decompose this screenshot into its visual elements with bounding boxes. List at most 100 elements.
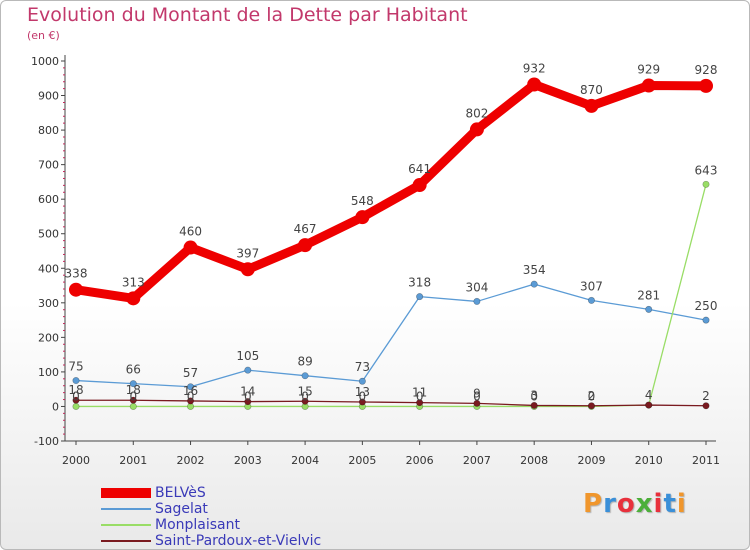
- data-label: 802: [465, 106, 488, 120]
- data-point: [298, 238, 313, 253]
- data-point: [244, 398, 252, 406]
- data-label: 929: [637, 63, 660, 77]
- data-point: [72, 377, 80, 385]
- data-label: 932: [523, 61, 546, 75]
- data-label: 0: [72, 389, 80, 403]
- data-point: [641, 78, 656, 93]
- data-label: 870: [580, 83, 603, 97]
- data-label: 13: [355, 385, 370, 399]
- data-label: 304: [465, 280, 488, 294]
- legend-label: Saint-Pardoux-et-Vielvic: [155, 533, 322, 549]
- data-point: [129, 380, 137, 388]
- data-label: 641: [408, 162, 431, 176]
- data-point: [244, 366, 252, 374]
- data-label: 18: [68, 383, 83, 397]
- logo-letter: o: [616, 489, 636, 519]
- data-label: 57: [183, 366, 198, 380]
- data-label: 9: [473, 386, 481, 400]
- legend-swatch: [101, 488, 151, 498]
- data-label: 318: [408, 276, 431, 290]
- data-point: [301, 397, 309, 405]
- proxiti-logo: Proxiti: [583, 489, 687, 519]
- legend-swatch: [101, 524, 151, 526]
- data-label: 16: [183, 384, 198, 398]
- data-label: 928: [695, 63, 718, 77]
- data-label: 75: [68, 360, 83, 374]
- data-label: 11: [412, 386, 427, 400]
- data-label: 73: [355, 360, 370, 374]
- data-point: [469, 122, 484, 137]
- logo-letter: x: [635, 489, 654, 519]
- data-point: [129, 402, 137, 410]
- data-point: [187, 397, 195, 405]
- logo-letter: i: [676, 489, 687, 519]
- y-tick-label: 800: [38, 124, 59, 137]
- legend-label: BELVèS: [155, 485, 206, 501]
- data-point: [530, 401, 538, 409]
- y-tick-label: 900: [38, 90, 59, 103]
- data-label: 0: [301, 389, 309, 403]
- y-tick-label: 100: [38, 366, 59, 379]
- x-tick-label: 2002: [177, 454, 205, 467]
- series-line-2: [75, 183, 707, 408]
- data-label: 548: [351, 194, 374, 208]
- data-point: [69, 282, 83, 297]
- data-label: 467: [294, 222, 317, 236]
- x-tick-label: 2005: [348, 454, 376, 467]
- x-tick-label: 2011: [692, 454, 720, 467]
- chart-subtitle: (en €): [27, 29, 60, 42]
- data-label: 0: [530, 389, 538, 403]
- y-tick-label: 500: [38, 228, 59, 241]
- data-point: [416, 399, 424, 407]
- logo-letter: t: [663, 489, 677, 519]
- series-line-0: [71, 79, 711, 303]
- x-tick-label: 2007: [463, 454, 491, 467]
- x-tick-label: 2010: [635, 454, 663, 467]
- data-label: 66: [126, 363, 141, 377]
- x-tick-label: 2001: [119, 454, 147, 467]
- x-tick-label: 2004: [291, 454, 319, 467]
- x-tick-label: 2009: [577, 454, 605, 467]
- y-tick-label: 200: [38, 331, 59, 344]
- data-point: [72, 396, 80, 404]
- data-point: [183, 240, 198, 255]
- data-label: 2: [702, 389, 710, 403]
- data-label: 397: [236, 246, 259, 260]
- x-tick-label: 2006: [406, 454, 434, 467]
- data-point: [702, 316, 710, 324]
- logo-letter: i: [653, 489, 664, 519]
- data-point: [473, 297, 481, 305]
- data-point: [355, 210, 370, 225]
- data-label: 460: [179, 225, 202, 239]
- data-point: [587, 402, 595, 410]
- legend: BELVèS Sagelat Monplaisant Saint-Pardoux-et…: [101, 485, 401, 549]
- y-tick-label: 0: [52, 400, 59, 413]
- data-label: 307: [580, 279, 603, 293]
- data-label: 4: [645, 388, 653, 402]
- legend-label: Monplaisant: [155, 517, 240, 533]
- logo-letter: P: [583, 489, 604, 519]
- data-label: 338: [65, 267, 88, 281]
- data-label: 0: [473, 389, 481, 403]
- data-label: 0: [359, 389, 367, 403]
- data-point: [702, 402, 710, 410]
- data-point: [126, 291, 141, 306]
- legend-swatch: [101, 540, 151, 542]
- data-label: 0: [416, 389, 424, 403]
- series-line-3: [75, 399, 707, 407]
- data-point: [301, 372, 309, 380]
- legend-label: Sagelat: [155, 501, 208, 517]
- legend-item: BELVèS: [101, 485, 401, 501]
- y-tick-label: 400: [38, 262, 59, 275]
- data-label: 105: [236, 349, 259, 363]
- data-point: [645, 305, 653, 313]
- data-point: [412, 178, 427, 193]
- data-point: [72, 402, 80, 410]
- legend-item: Sagelat: [101, 501, 401, 517]
- y-tick-label: 600: [38, 193, 59, 206]
- y-tick-label: 300: [38, 297, 59, 310]
- data-label: 3: [530, 388, 538, 402]
- logo-letter: r: [603, 489, 617, 519]
- x-tick-label: 2008: [520, 454, 548, 467]
